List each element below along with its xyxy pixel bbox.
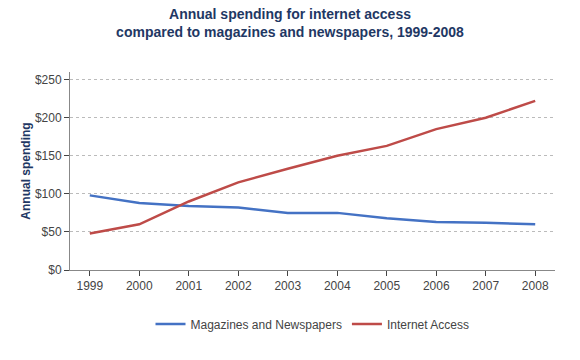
svg-text:$100: $100 <box>35 187 62 201</box>
svg-text:$0: $0 <box>48 263 62 277</box>
svg-text:2008: 2008 <box>522 279 549 293</box>
svg-text:2007: 2007 <box>472 279 499 293</box>
svg-text:$150: $150 <box>35 149 62 163</box>
svg-text:2003: 2003 <box>274 279 301 293</box>
svg-text:2005: 2005 <box>373 279 400 293</box>
svg-text:2004: 2004 <box>324 279 351 293</box>
svg-text:2006: 2006 <box>423 279 450 293</box>
svg-text:Magazines and Newspapers: Magazines and Newspapers <box>191 318 342 332</box>
svg-text:$50: $50 <box>42 225 62 239</box>
svg-text:2000: 2000 <box>126 279 153 293</box>
svg-text:2002: 2002 <box>225 279 252 293</box>
svg-text:Internet Access: Internet Access <box>387 318 469 332</box>
svg-text:1999: 1999 <box>76 279 103 293</box>
svg-text:Annual spending for internet a: Annual spending for internet accesscompa… <box>116 6 464 40</box>
svg-text:$250: $250 <box>35 73 62 87</box>
svg-text:$200: $200 <box>35 111 62 125</box>
svg-text:2001: 2001 <box>175 279 202 293</box>
svg-text:Annual spending: Annual spending <box>19 122 33 219</box>
